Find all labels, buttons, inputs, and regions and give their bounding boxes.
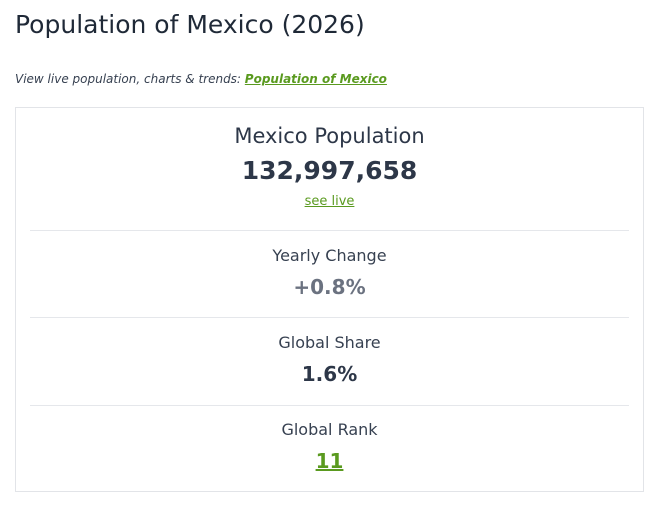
global-rank-label: Global Rank	[281, 420, 378, 439]
see-live-link[interactable]: see live	[304, 194, 355, 209]
global-share-label: Global Share	[278, 333, 381, 352]
subtitle-prefix: View live population, charts & trends:	[15, 72, 245, 86]
yearly-change-value: +0.8%	[293, 275, 366, 299]
subtitle-line: View live population, charts & trends: P…	[15, 72, 387, 86]
yearly-change-stat: Yearly Change +0.8%	[16, 245, 643, 301]
global-rank-stat: Global Rank 11	[16, 419, 643, 475]
global-rank-link[interactable]: 11	[315, 449, 344, 473]
global-share-value: 1.6%	[301, 362, 358, 386]
divider	[30, 405, 629, 406]
page-title: Population of Mexico (2026)	[15, 10, 365, 39]
population-of-mexico-link[interactable]: Population of Mexico	[244, 72, 387, 86]
population-value: 132,997,658	[241, 156, 418, 185]
divider	[30, 317, 629, 318]
population-stat: Mexico Population 132,997,658 see live	[16, 122, 643, 209]
global-share-stat: Global Share 1.6%	[16, 332, 643, 388]
stats-card: Mexico Population 132,997,658 see live Y…	[15, 107, 644, 492]
divider	[30, 230, 629, 231]
population-label: Mexico Population	[234, 124, 425, 148]
yearly-change-label: Yearly Change	[272, 246, 387, 265]
